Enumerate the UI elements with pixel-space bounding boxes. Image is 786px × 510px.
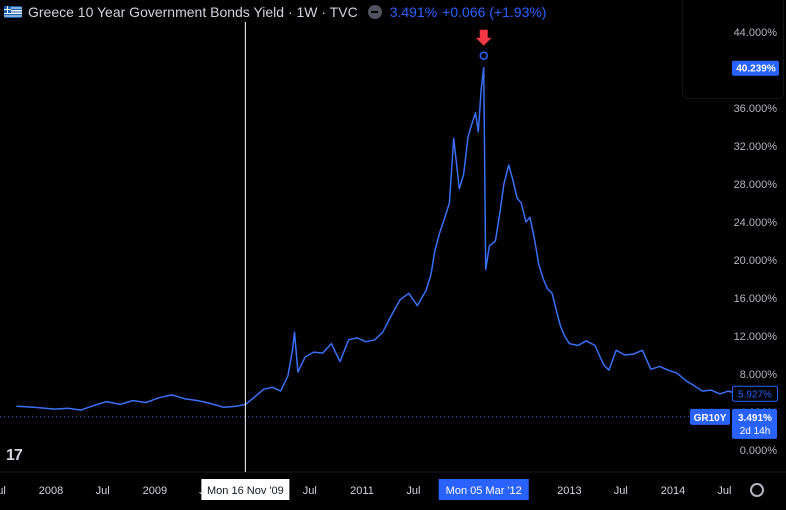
x-tick-label: 2014 [661, 485, 685, 497]
last-price: 3.491% [389, 4, 438, 20]
gear-icon[interactable] [750, 483, 764, 497]
price-label-0: 40.239% [732, 60, 779, 76]
y-tick-label: 36.000% [734, 103, 778, 115]
tradingview-logo[interactable]: 17 [6, 447, 23, 464]
x-tick-label: 2011 [350, 485, 374, 497]
x-tick-label: Jul [96, 485, 110, 497]
y-tick-label: 24.000% [734, 217, 778, 229]
x-tick-label: 2013 [557, 485, 581, 497]
chart-header: Greece 10 Year Government Bonds Yield · … [0, 0, 546, 24]
price-label-1: 5.927% [732, 385, 778, 402]
crosshair-date-text: Mon 16 Nov '09 [207, 485, 284, 497]
x-tick-label: 2009 [143, 485, 167, 497]
x-tick-label: Jul [406, 485, 420, 497]
x-tick-label: Jul [0, 485, 6, 497]
y-tick-label: 16.000% [734, 293, 778, 305]
y-tick-label: 8.000% [740, 369, 778, 381]
highlight-date-label: Mon 05 Mar '12 [438, 479, 529, 500]
y-tick-label: 0.000% [740, 445, 778, 457]
price-label-text: 5.927% [738, 390, 772, 401]
yield-series-line [16, 66, 738, 411]
y-tick-label: 28.000% [734, 179, 778, 191]
price-label-text: 40.239% [736, 64, 776, 75]
price-change: +0.066 (+1.93%) [442, 4, 547, 20]
symbol-label-text: GR10Y [694, 413, 727, 424]
crosshair-date-label: Mon 16 Nov '09 [201, 479, 290, 500]
market-status-icon[interactable] [367, 5, 382, 19]
symbol-title[interactable]: Greece 10 Year Government Bonds Yield · … [28, 4, 358, 20]
x-tick-label: Jul [614, 485, 628, 497]
y-tick-label: 20.000% [734, 255, 778, 267]
x-tick-label: 2008 [39, 485, 63, 497]
y-tick-label: 44.000% [734, 27, 778, 39]
greece-flag-icon [4, 6, 22, 18]
y-tick-label: 32.000% [734, 141, 778, 153]
peak-marker-circle [479, 51, 488, 60]
y-tick-label: 12.000% [734, 331, 778, 343]
price-label-2: GR10Y 3.491% 2d 14h [690, 408, 777, 439]
watchlist-panel-ghost [682, 0, 784, 99]
x-tick-label: Jul [717, 485, 731, 497]
highlight-date-text: Mon 05 Mar '12 [446, 485, 522, 497]
down-arrow-icon [475, 29, 492, 46]
x-tick-label: Jul [303, 485, 317, 497]
countdown-label-text: 2d 14h [740, 426, 771, 437]
price-label-text: 3.491% [738, 413, 772, 424]
